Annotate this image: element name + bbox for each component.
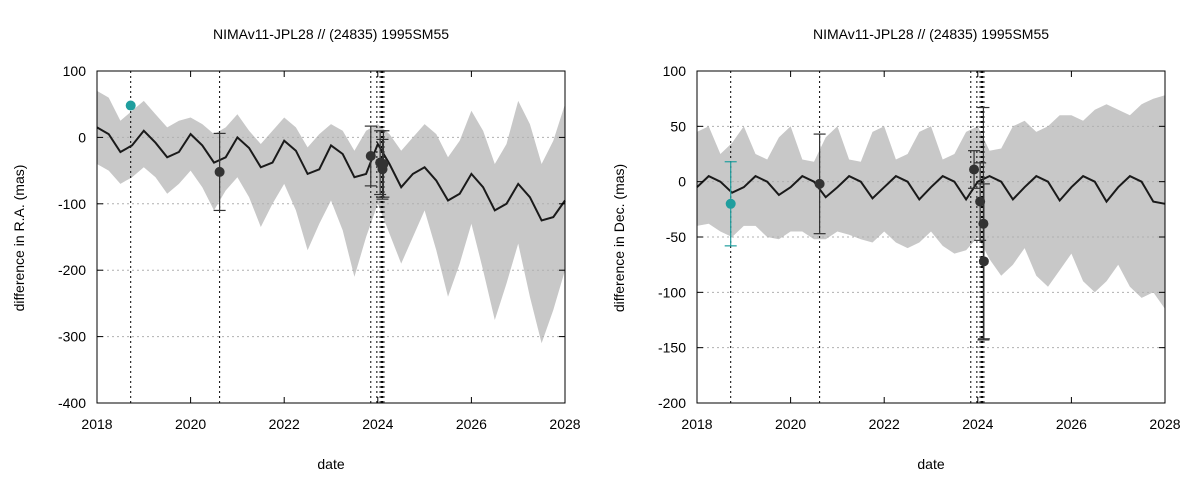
observation-point [365,150,376,161]
y-tick-label: -150 [658,340,686,356]
x-tick-label: 2024 [962,416,993,432]
observation [364,125,377,187]
uncertainty-band [97,90,565,344]
observation [377,130,390,198]
x-tick-label: 2018 [81,416,112,432]
observation-point [969,164,980,175]
x-tick-label: 2028 [549,416,580,432]
y-axis-label: difference in R.A. (mas) [11,165,27,312]
x-tick-label: 2028 [1149,416,1180,432]
y-tick-label: 0 [678,174,686,190]
y-tick-label: 100 [63,63,87,79]
y-tick-label: 100 [663,63,687,79]
x-tick-label: 2020 [775,416,806,432]
x-tick-label: 2024 [362,416,393,432]
observation [813,133,826,235]
y-tick-label: -200 [58,262,86,278]
x-axis-label: date [317,456,344,472]
observation [213,132,226,212]
chart-title: NIMAv11-JPL28 // (24835) 1995SM55 [213,26,449,42]
ra-difference-chart: NIMAv11-JPL28 // (24835) 1995SM55 date d… [11,26,581,472]
y-tick-label: -400 [58,395,86,411]
x-tick-label: 2022 [869,416,900,432]
mean-difference-curve [96,126,566,222]
y-tick-label: 0 [78,129,86,145]
dec-chart-panel: NIMAv11-JPL28 // (24835) 1995SM55 date d… [600,0,1200,480]
observation-point [725,198,736,209]
y-tick-label: -100 [58,196,86,212]
x-tick-label: 2026 [456,416,487,432]
chart-title: NIMAv11-JPL28 // (24835) 1995SM55 [813,26,1049,42]
observation-point [214,166,225,177]
observation-point [975,196,986,207]
mean-difference-curve [696,174,1166,205]
y-tick-label: -50 [666,229,686,245]
x-tick-label: 2020 [175,416,206,432]
ra-chart-panel: NIMAv11-JPL28 // (24835) 1995SM55 date d… [11,26,581,472]
y-tick-label: -100 [658,284,686,300]
uncertainty-band [697,95,1165,309]
y-tick-label: 50 [670,118,686,134]
observation [977,183,990,340]
y-tick-label: -300 [58,329,86,345]
plot-area [96,71,566,403]
observation-point [814,178,825,189]
dec-difference-chart: NIMAv11-JPL28 // (24835) 1995SM55 date d… [611,26,1181,472]
observation-point [378,158,389,169]
observation [968,150,981,189]
y-tick-label: -200 [658,395,686,411]
x-tick-label: 2026 [1056,416,1087,432]
x-tick-label: 2018 [681,416,712,432]
x-axis-label: date [917,456,944,472]
x-tick-label: 2022 [269,416,300,432]
plot-frame [96,70,566,404]
observation-point [978,256,989,267]
highlighted-observation [125,100,136,111]
plot-area [696,71,1166,403]
y-axis-label: difference in Dec. (mas) [611,164,627,312]
observation-point [125,100,136,111]
highlighted-observation [724,161,737,247]
